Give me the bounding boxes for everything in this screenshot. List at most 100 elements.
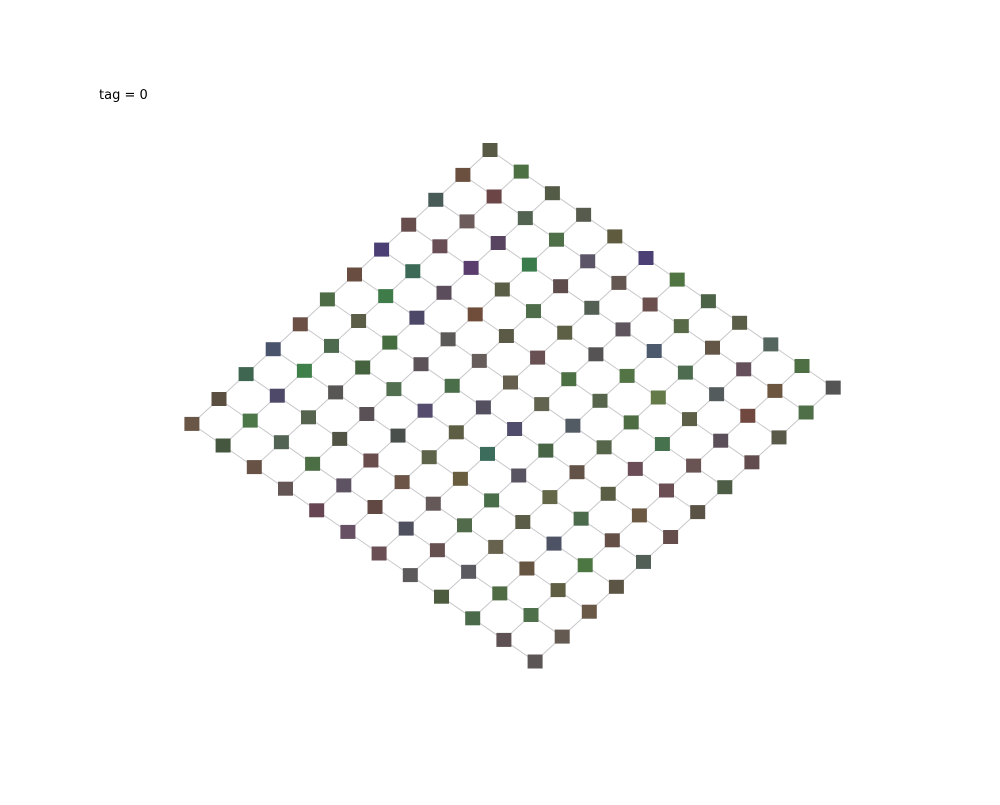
lattice-node xyxy=(246,460,262,475)
lattice-node xyxy=(767,383,783,398)
lattice-node xyxy=(273,435,289,450)
lattice-node xyxy=(363,453,379,468)
lattice-node xyxy=(581,604,597,619)
lattice-node xyxy=(561,372,577,387)
lattice-node xyxy=(636,554,651,569)
lattice-node xyxy=(550,583,566,598)
lattice-node xyxy=(576,207,592,222)
lattice-node xyxy=(436,285,452,300)
lattice-node xyxy=(394,475,410,490)
lattice-node xyxy=(663,530,679,544)
lattice-node xyxy=(513,164,529,179)
lattice-node xyxy=(709,387,725,402)
lattice-node xyxy=(434,589,449,604)
lattice-node xyxy=(332,431,348,446)
lattice-node xyxy=(608,579,624,594)
lattice-node xyxy=(444,378,460,393)
lattice-node xyxy=(432,239,448,254)
lattice-node xyxy=(238,367,254,382)
lattice-node xyxy=(452,471,468,486)
lattice-node xyxy=(211,392,227,406)
lattice-node xyxy=(507,422,523,436)
lattice-node xyxy=(825,380,841,395)
lattice-node xyxy=(740,408,756,423)
lattice-node xyxy=(242,413,258,428)
lattice-node xyxy=(686,458,702,473)
lattice-node xyxy=(705,340,720,355)
lattice-node xyxy=(538,443,554,458)
lattice-node xyxy=(402,568,418,583)
lattice-node xyxy=(763,337,779,352)
lattice-node xyxy=(355,360,371,375)
lattice-node xyxy=(544,186,560,201)
lattice-node xyxy=(390,428,406,443)
lattice-node xyxy=(328,385,344,400)
lattice-node xyxy=(654,437,670,451)
lattice-node xyxy=(448,425,464,440)
lattice-node xyxy=(417,403,433,418)
lattice-node xyxy=(713,433,729,448)
lattice-node xyxy=(347,267,362,282)
lattice-node xyxy=(638,251,654,265)
lattice-node xyxy=(351,314,367,328)
lattice-node xyxy=(521,257,537,272)
lattice-node xyxy=(798,405,814,420)
lattice-node xyxy=(611,275,627,290)
lattice-node xyxy=(519,561,535,576)
lattice-node xyxy=(324,338,339,353)
lattice-node xyxy=(682,412,697,427)
lattice-node xyxy=(569,465,585,480)
lattice-node xyxy=(577,558,593,573)
lattice-node xyxy=(340,524,356,539)
lattice-node xyxy=(546,536,562,551)
lattice-node xyxy=(511,468,527,483)
lattice-node xyxy=(488,539,504,554)
tag-label: tag = 0 xyxy=(99,88,148,103)
lattice-node xyxy=(732,315,748,330)
lattice-node xyxy=(359,407,375,421)
lattice-node xyxy=(484,493,500,508)
lattice-node xyxy=(371,546,387,561)
lattice-node xyxy=(503,375,518,390)
lattice-node xyxy=(374,242,390,257)
lattice-node xyxy=(794,359,810,373)
lattice-node xyxy=(482,143,498,157)
lattice-node xyxy=(677,365,693,380)
lattice-node xyxy=(592,393,608,408)
lattice-node xyxy=(336,478,352,493)
lattice-node xyxy=(604,533,620,548)
lattice-node xyxy=(494,282,510,297)
lattice-node xyxy=(367,500,383,514)
lattice-node xyxy=(265,342,281,357)
lattice-node xyxy=(471,353,487,368)
lattice-node xyxy=(490,236,506,250)
lattice-node xyxy=(480,446,495,461)
lattice-node xyxy=(596,440,612,455)
lattice-node xyxy=(673,319,689,334)
lattice-node xyxy=(619,368,635,383)
lattice-node xyxy=(623,415,639,430)
lattice-node xyxy=(517,211,533,226)
lattice-node xyxy=(627,461,643,476)
lattice-edges xyxy=(191,149,834,662)
lattice-node xyxy=(527,654,543,669)
lattice-node xyxy=(475,400,491,415)
lattice-node xyxy=(580,254,596,269)
lattice-node xyxy=(553,279,569,294)
lattice-node xyxy=(492,586,508,601)
lattice-node xyxy=(409,310,425,325)
lattice-node xyxy=(319,292,335,307)
lattice-node xyxy=(455,167,471,182)
lattice-node xyxy=(607,229,623,244)
lattice-node xyxy=(554,629,570,644)
lattice-node xyxy=(744,455,760,470)
lattice-node xyxy=(642,297,658,312)
lattice-node xyxy=(650,390,666,405)
lattice-node xyxy=(557,325,573,340)
lattice-node xyxy=(463,260,479,275)
lattice-node xyxy=(486,189,502,204)
lattice-node xyxy=(269,388,285,403)
lattice-node xyxy=(184,416,200,431)
lattice-node xyxy=(600,486,616,501)
